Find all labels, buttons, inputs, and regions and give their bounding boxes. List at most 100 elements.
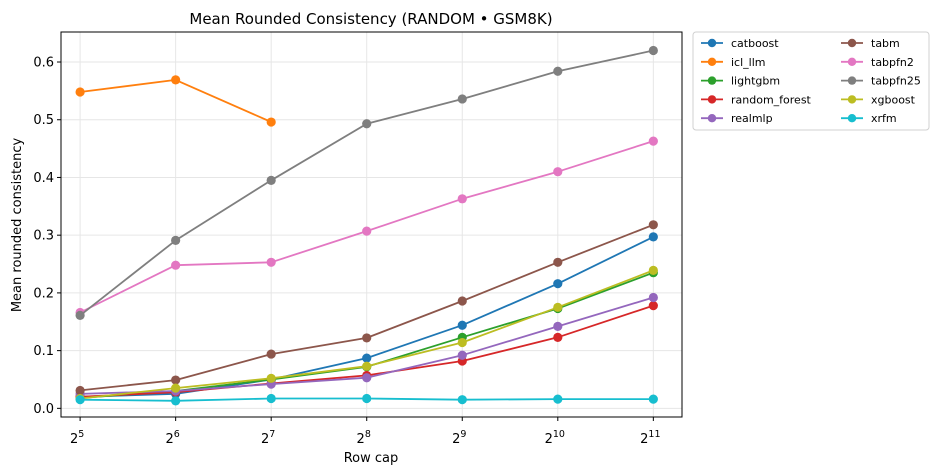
y-tick-label: 0.4 <box>33 171 54 186</box>
data-point <box>648 136 658 146</box>
legend-frame <box>692 31 930 131</box>
legend-marker <box>847 114 857 123</box>
legend-label: lightgbm <box>731 75 780 88</box>
data-point <box>553 66 563 76</box>
data-point <box>457 194 467 204</box>
y-tick-label: 0.0 <box>33 402 54 417</box>
legend-marker <box>847 57 857 66</box>
x-axis-label: Row cap <box>344 451 399 466</box>
x-axis: 25 26 27 28 29 210 211 <box>70 417 661 447</box>
series-tabpfn25 <box>75 45 658 321</box>
data-point <box>362 373 372 383</box>
data-point <box>457 94 467 104</box>
x-tick-label: 25 <box>70 429 84 447</box>
data-point <box>75 395 85 405</box>
series-icl_llm <box>75 75 276 127</box>
data-point <box>648 220 658 230</box>
series-layer <box>75 45 658 406</box>
data-point <box>171 375 181 385</box>
data-point <box>171 235 181 245</box>
legend-item-xgboost: xgboost <box>841 93 916 106</box>
legend-label: xgboost <box>871 93 916 106</box>
legend-label: xrfm <box>871 112 897 125</box>
y-tick-label: 0.6 <box>33 56 54 71</box>
legend-item-icl_llm: icl_llm <box>701 56 766 69</box>
x-tick-label: 211 <box>640 429 660 447</box>
legend-marker <box>847 76 857 85</box>
data-point <box>648 394 658 404</box>
legend-label: tabm <box>871 37 900 50</box>
legend-marker <box>847 38 857 48</box>
data-point <box>362 361 372 371</box>
legend-marker <box>707 38 717 48</box>
data-point <box>171 396 181 406</box>
legend-item-lightgbm: lightgbm <box>701 75 780 88</box>
data-point <box>266 349 276 359</box>
plot-area-frame <box>60 31 683 418</box>
data-point <box>553 279 563 289</box>
data-point <box>457 320 467 330</box>
data-point <box>457 350 467 360</box>
legend-label: tabpfn2 <box>871 56 914 69</box>
x-tick-label: 28 <box>357 429 371 447</box>
data-point <box>75 310 85 321</box>
x-tick-label: 210 <box>545 429 565 447</box>
series-tabpfn2 <box>75 136 658 318</box>
legend-item-tabm: tabm <box>841 37 900 50</box>
data-point <box>171 75 181 85</box>
legend-marker <box>707 114 717 123</box>
legend-marker <box>707 95 717 104</box>
data-point <box>553 394 563 404</box>
data-point <box>457 296 467 306</box>
legend-item-xrfm: xrfm <box>841 112 897 125</box>
series-tabm <box>75 220 658 396</box>
chart-title: Mean Rounded Consistency (RANDOM • GSM8K… <box>189 10 552 28</box>
legend-marker <box>707 76 717 85</box>
legend: catboost icl_llm lightgbm random_forestreal… <box>692 31 930 131</box>
grid <box>61 32 682 417</box>
legend-label: tabpfn25 <box>871 75 921 88</box>
legend-item-tabpfn2: tabpfn2 <box>841 56 914 69</box>
data-point <box>553 257 563 267</box>
data-point <box>266 117 276 127</box>
data-point <box>553 167 563 177</box>
legend-label: icl_llm <box>731 56 766 69</box>
y-axis: 0.0 0.1 0.2 0.3 0.4 0.5 0.6 <box>33 56 61 417</box>
data-point <box>266 175 276 185</box>
data-point <box>648 265 658 275</box>
y-tick-label: 0.5 <box>33 113 54 128</box>
data-point <box>362 333 372 343</box>
legend-marker <box>707 57 717 66</box>
x-tick-label: 27 <box>261 429 275 447</box>
data-point <box>75 385 85 396</box>
y-axis-label: Mean rounded consistency <box>10 138 25 313</box>
data-point <box>457 337 467 348</box>
legend-label: catboost <box>731 37 779 50</box>
legend-marker <box>847 95 857 104</box>
series-xrfm <box>75 393 658 406</box>
data-point <box>457 395 467 405</box>
x-tick-label: 26 <box>165 429 179 447</box>
data-point <box>648 45 658 56</box>
legend-item-realmlp: realmlp <box>701 112 773 125</box>
data-point <box>648 300 658 311</box>
data-point <box>362 119 372 129</box>
legend-label: random_forest <box>731 93 812 106</box>
data-point <box>171 383 181 393</box>
x-tick-label: 29 <box>452 429 466 447</box>
data-point <box>171 260 181 270</box>
data-point <box>266 257 276 267</box>
data-point <box>75 87 85 97</box>
data-point <box>362 393 372 404</box>
data-point <box>266 393 276 404</box>
data-point <box>553 332 563 342</box>
legend-item-catboost: catboost <box>701 37 779 50</box>
data-point <box>362 353 372 363</box>
data-point <box>648 232 658 242</box>
data-point <box>553 321 563 331</box>
legend-item-tabpfn25: tabpfn25 <box>841 75 921 88</box>
y-tick-label: 0.2 <box>33 286 54 301</box>
y-tick-label: 0.1 <box>33 344 54 359</box>
y-tick-label: 0.3 <box>33 229 54 244</box>
